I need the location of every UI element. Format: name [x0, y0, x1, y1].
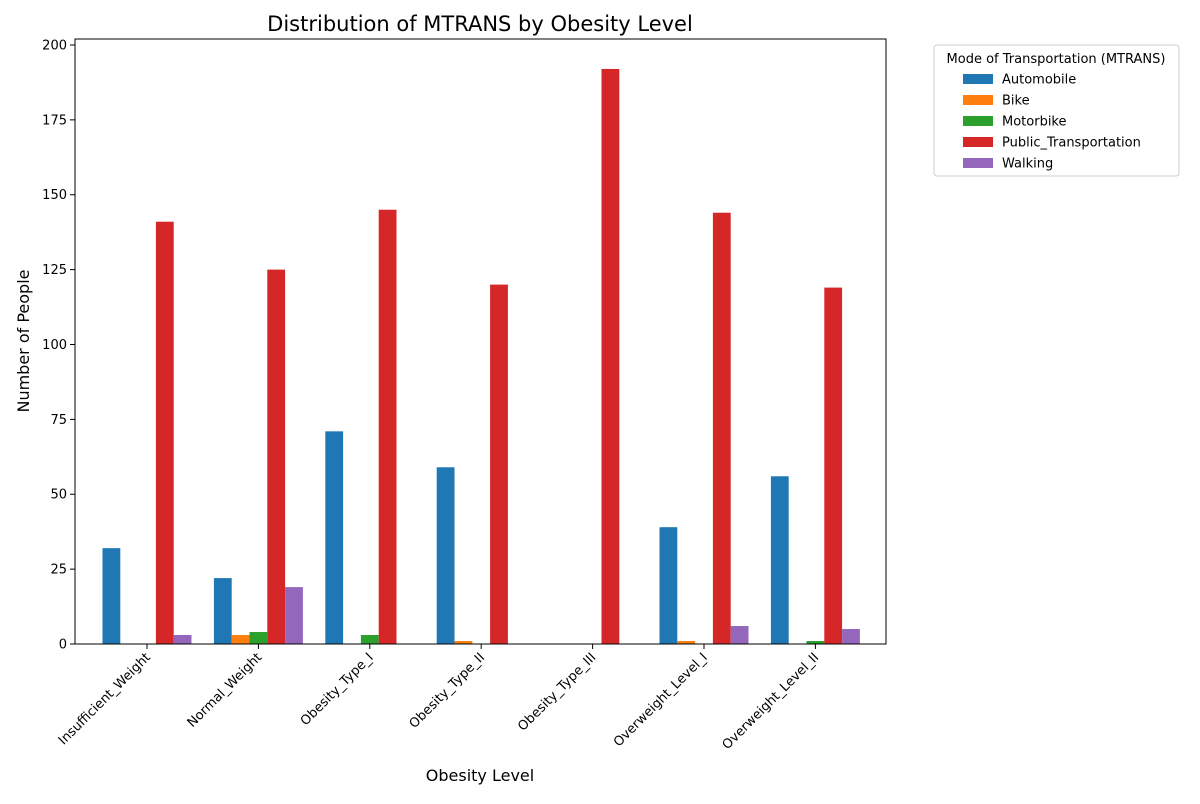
bar: [231, 635, 250, 644]
bar: [267, 269, 286, 644]
bar: [806, 641, 825, 644]
plot-area: [102, 68, 860, 644]
bar: [601, 68, 620, 644]
legend-label: Walking: [1002, 157, 1053, 172]
legend-swatch: [963, 137, 993, 147]
y-tick-label: 25: [50, 563, 67, 578]
legend-frame: [933, 44, 1180, 177]
legend-swatch: [963, 74, 993, 84]
bar: [360, 635, 379, 644]
y-tick-label: 175: [42, 113, 67, 128]
y-axis-label: Number of People: [14, 269, 33, 412]
bar: [824, 287, 843, 644]
y-tick-label: 75: [50, 413, 67, 428]
bar: [712, 212, 731, 644]
series-public-transportation: [155, 68, 843, 644]
legend-swatch: [963, 116, 993, 126]
legend-item: Automobile: [963, 73, 1076, 88]
y-tick-label: 50: [50, 488, 67, 503]
legend-label: Automobile: [1002, 73, 1076, 88]
legend-item: Walking: [963, 157, 1053, 172]
axes-frame: [74, 38, 887, 645]
bar: [677, 641, 696, 644]
x-axis-label: Obesity Level: [426, 766, 534, 785]
y-tick-label: 200: [42, 38, 67, 53]
legend-item: Motorbike: [963, 115, 1067, 130]
legend: Mode of Transportation (MTRANS) Automobi…: [933, 44, 1180, 177]
bar: [770, 476, 789, 644]
legend-swatch: [963, 95, 993, 105]
legend-label: Motorbike: [1002, 115, 1067, 130]
series-bike: [231, 635, 696, 644]
bar: [842, 629, 860, 644]
bar: [102, 548, 121, 644]
legend-label: Bike: [1002, 94, 1030, 109]
bar: [659, 527, 678, 644]
legend-title: Mode of Transportation (MTRANS): [947, 52, 1166, 67]
series-automobile: [102, 431, 789, 644]
bar: [730, 626, 749, 644]
chart-title: Distribution of MTRANS by Obesity Level: [267, 12, 693, 36]
bar: [249, 632, 268, 644]
bar: [325, 431, 344, 644]
y-tick-label: 100: [42, 338, 67, 353]
bar: [454, 641, 473, 644]
bar: [285, 587, 303, 644]
legend-swatch: [963, 158, 993, 168]
bar: [155, 221, 174, 644]
bar: [490, 284, 508, 644]
y-tick-label: 150: [42, 188, 67, 203]
y-tick-label: 125: [42, 263, 67, 278]
series-walking: [173, 587, 860, 644]
bar: [378, 209, 397, 644]
legend-item: Public_Transportation: [963, 136, 1141, 151]
legend-item: Bike: [963, 94, 1030, 109]
legend-items: Automobile Bike Motorbike Public_Transporta…: [963, 73, 1141, 172]
y-axis: 0 25 50 75 100 125 150 175 200: [42, 38, 75, 653]
bar: [436, 467, 455, 644]
series-motorbike: [249, 632, 825, 644]
legend-label: Public_Transportation: [1002, 136, 1141, 151]
y-tick-label: 0: [59, 638, 67, 653]
bar: [173, 635, 192, 644]
bar: [213, 578, 232, 644]
